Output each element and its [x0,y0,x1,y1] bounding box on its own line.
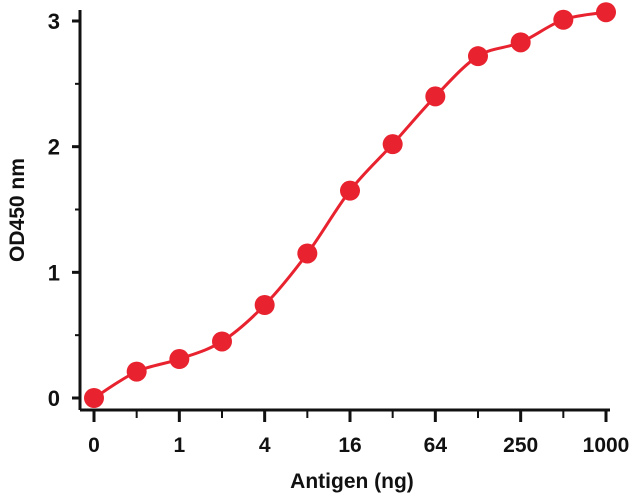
x-tick-label: 250 [503,434,538,457]
y-tick-label: 1 [48,260,60,285]
axes: 0 1 2 3 0 1 4 16 64 250 1000 [48,9,630,457]
data-point [340,180,360,201]
data-point [126,361,147,382]
x-tick-label: 1000 [583,434,630,457]
fit-curve-layer [93,10,607,400]
data-point [212,331,232,352]
y-tick-label: 3 [48,9,60,34]
data-point [382,134,403,155]
x-tick-label: 64 [424,434,448,457]
data-point [596,2,616,23]
x-tick-label: 1 [173,434,185,457]
data-point [297,243,318,264]
data-point [468,46,488,67]
y-tick-label: 2 [48,135,60,160]
data-points-layer [84,2,616,408]
data-point [169,349,190,370]
data-point [254,295,275,316]
x-axis-title: Antigen (ng) [290,470,414,493]
y-axis-title: OD450 nm [6,158,29,262]
y-tick-label: 0 [48,386,60,411]
x-tick-label: 4 [259,434,271,457]
data-point [510,32,531,53]
data-point [553,9,574,30]
fit-curve [93,10,607,400]
x-tick-label: 0 [88,434,100,457]
data-point [425,86,446,107]
data-point [84,388,104,408]
x-tick-label: 16 [338,434,361,457]
